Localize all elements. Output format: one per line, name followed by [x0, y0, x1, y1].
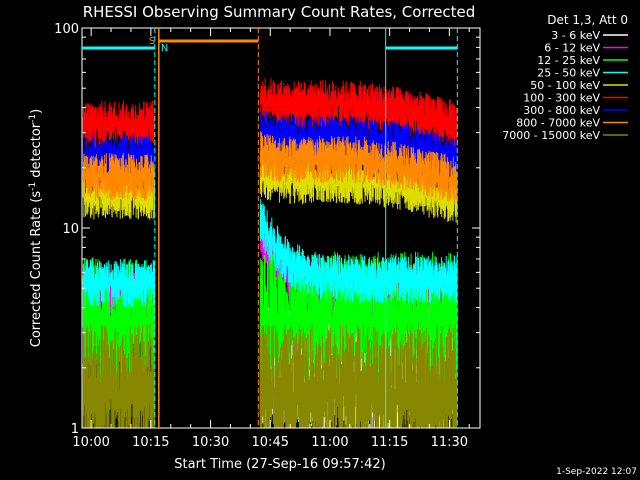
series-7000-15000-kev-trace	[259, 323, 458, 428]
legend-entry-label: 800 - 7000 keV	[516, 117, 600, 130]
series-25-50-kev-trace	[259, 198, 458, 304]
y-tick-label: 1	[71, 422, 79, 437]
chart-title: RHESSI Observing Summary Count Rates, Co…	[83, 3, 476, 21]
axes: 1 10 100 10:00 10:15 10:30 10:45 11:00 11:15 11:3…	[54, 22, 481, 450]
series-7000-15000-kev	[82, 323, 458, 428]
x-tick-label: 10:15	[132, 435, 169, 450]
x-tick-label: 10:00	[72, 435, 109, 450]
x-tick-label: 10:45	[252, 435, 289, 450]
legend-entry-label: 50 - 100 keV	[530, 79, 600, 92]
night-flag-label: N	[161, 43, 168, 54]
y-axis-label: Corrected Count Rate (s-1 detector-1)	[28, 109, 44, 347]
x-tick-label: 11:15	[371, 435, 408, 450]
series-800-7000-kev	[82, 131, 458, 204]
legend-entry-label: 6 - 12 keV	[544, 42, 600, 55]
series-25-50-kev-trace	[82, 259, 155, 307]
legend-entry-label: 25 - 50 keV	[537, 67, 600, 80]
footer-date: 1-Sep-2022 12:07	[556, 467, 637, 477]
series-100-300-kev	[82, 77, 458, 148]
legend-title: Det 1,3, Att 0	[547, 13, 628, 27]
x-tick-label: 11:30	[431, 435, 468, 450]
saa-flag-label: S	[149, 36, 155, 47]
series-800-7000-kev-trace	[82, 153, 155, 201]
legend-entry-label: 300 - 800 keV	[523, 104, 600, 117]
x-axis-label: Start Time (27-Sep-16 09:57:42)	[174, 457, 385, 472]
series-100-300-kev-trace	[259, 77, 458, 148]
series-100-300-kev-trace	[82, 100, 155, 148]
series-25-50-kev	[82, 198, 458, 307]
legend-entry-label: 100 - 300 keV	[523, 92, 600, 105]
y-tick-label: 10	[62, 222, 79, 237]
x-tick-label: 11:00	[311, 435, 348, 450]
series-800-7000-kev-trace	[259, 131, 458, 204]
x-tick-label: 10:30	[192, 435, 229, 450]
y-tick-label: 100	[54, 22, 79, 37]
legend-entry-label: 7000 - 15000 keV	[502, 129, 600, 142]
series-7000-15000-kev-trace	[82, 323, 155, 428]
legend-entry-label: 3 - 6 keV	[551, 29, 600, 42]
legend-entry-label: 12 - 25 keV	[537, 54, 600, 67]
